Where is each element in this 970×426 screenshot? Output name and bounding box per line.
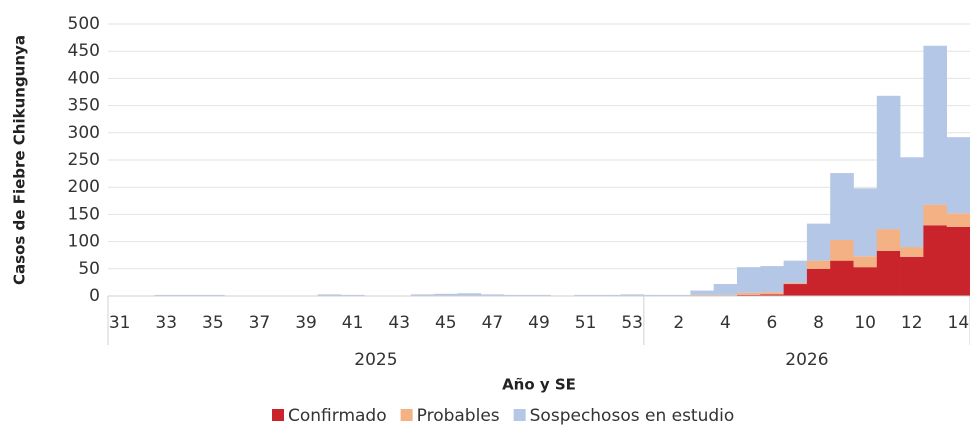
y-tick-label: 200: [68, 177, 100, 197]
bar-segment: [923, 204, 948, 226]
bar-segment: [690, 290, 715, 295]
y-axis-title: Casos de Fiebre Chikungunya: [11, 35, 29, 285]
x-tick-label: 37: [249, 313, 271, 333]
bar-segment: [853, 188, 878, 257]
y-tick-label: 250: [68, 150, 100, 170]
x-tick-label: 8: [813, 313, 824, 333]
bar-segment: [853, 267, 878, 296]
bar-segment: [201, 294, 225, 296]
bar-segment: [783, 284, 808, 296]
y-tick-label: 300: [68, 123, 100, 143]
y-tick-label: 100: [68, 232, 100, 252]
bar-segment: [504, 294, 528, 296]
legend-swatch: [272, 409, 284, 421]
bar-segment: [760, 266, 784, 293]
bar-segment: [317, 294, 342, 296]
legend-label: Sospechosos en estudio: [530, 406, 735, 426]
bar-segment: [783, 260, 808, 283]
group-label: 2025: [354, 350, 397, 370]
bar-segment: [154, 294, 179, 296]
y-tick-label: 350: [68, 96, 100, 116]
bar-segment: [946, 137, 970, 214]
x-tick-label: 35: [202, 313, 224, 333]
bar-segment: [177, 294, 202, 296]
bar-segment: [760, 294, 784, 296]
bar-segment: [923, 45, 948, 205]
bar-segment: [876, 95, 901, 230]
bar-segment: [713, 284, 738, 295]
bar-segment: [830, 239, 854, 261]
x-tick-label: 10: [854, 313, 876, 333]
y-tick-label: 0: [89, 286, 100, 306]
bar-segment: [527, 294, 551, 296]
legend-label: Confirmado: [288, 406, 387, 426]
bar-segment: [713, 294, 738, 296]
bar-segment: [853, 256, 878, 268]
bar-segment: [830, 260, 854, 296]
x-tick-label: 31: [109, 313, 131, 333]
x-axis-title: Año y SE: [502, 376, 576, 394]
bar-segment: [876, 229, 901, 251]
x-tick-label: 39: [295, 313, 317, 333]
bar-segment: [946, 226, 970, 296]
bar-segment: [830, 173, 854, 240]
legend-label: Probables: [417, 406, 500, 426]
x-tick-label: 47: [482, 313, 504, 333]
bar-segment: [923, 225, 948, 296]
x-tick-label: 2: [673, 313, 684, 333]
bar-segment: [946, 213, 970, 227]
bar-segment: [806, 260, 831, 269]
x-tick-label: 33: [155, 313, 177, 333]
bar-segment: [806, 223, 831, 261]
bar-segment: [876, 250, 901, 296]
group-label: 2026: [785, 350, 828, 370]
bar-segment: [667, 294, 691, 296]
bar-segment: [900, 247, 924, 257]
bar-segment: [340, 294, 365, 296]
y-tick-label: 500: [68, 14, 100, 34]
x-tick-label: 6: [767, 313, 778, 333]
bar-segment: [620, 294, 645, 296]
bar-segment: [806, 268, 831, 296]
x-tick-label: 45: [435, 313, 457, 333]
x-tick-label: 41: [342, 313, 364, 333]
x-tick-label: 49: [528, 313, 550, 333]
x-tick-label: 14: [948, 313, 970, 333]
bar-segment: [410, 294, 435, 296]
x-tick-label: 4: [720, 313, 731, 333]
bar-segment: [737, 294, 761, 296]
bar-segment: [783, 282, 808, 285]
y-tick-label: 450: [68, 41, 100, 61]
y-tick-label: 50: [78, 259, 100, 279]
bar-segment: [760, 292, 784, 295]
bar-segment: [597, 294, 621, 296]
bar-segment: [434, 293, 458, 296]
bar-segment: [900, 256, 924, 296]
bar-segment: [737, 292, 761, 295]
bar-segment: [737, 267, 761, 293]
bar-segment: [573, 294, 598, 296]
bar-segment: [643, 294, 668, 296]
y-tick-label: 150: [68, 204, 100, 224]
bar-segment: [457, 293, 482, 296]
bar-segment: [900, 157, 924, 248]
x-tick-label: 53: [621, 313, 643, 333]
y-tick-label: 400: [68, 68, 100, 88]
bar-segment: [690, 294, 715, 296]
bar-segment: [480, 294, 505, 296]
x-tick-label: 43: [388, 313, 410, 333]
x-tick-label: 51: [575, 313, 597, 333]
x-tick-label: 12: [901, 313, 923, 333]
legend-swatch: [513, 409, 526, 421]
legend-swatch: [400, 409, 413, 421]
